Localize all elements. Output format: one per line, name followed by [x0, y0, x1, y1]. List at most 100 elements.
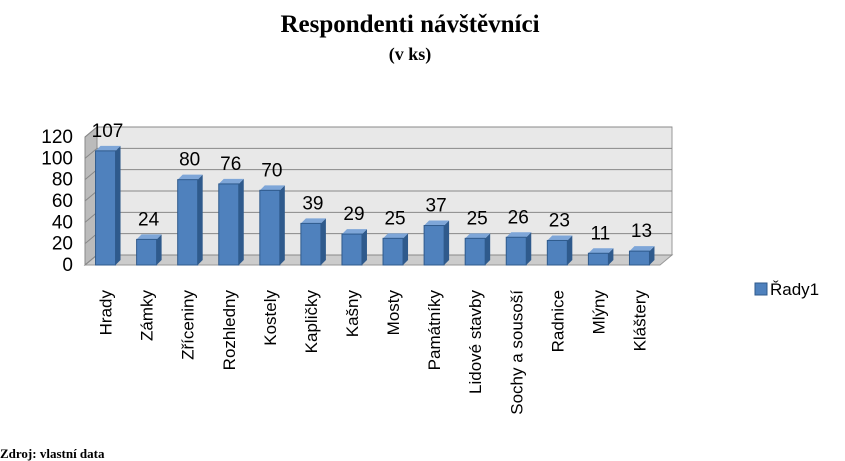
bar-top [341, 229, 367, 235]
chart-subtitle: (v ks) [389, 44, 432, 65]
x-tick-label: Sochy a sousoší [507, 290, 526, 415]
bar-front [628, 250, 650, 266]
bar-top [424, 220, 450, 226]
value-label: 76 [220, 154, 241, 175]
bar-top [177, 174, 203, 180]
legend-swatch [754, 282, 768, 296]
bar-front [341, 233, 363, 266]
bar-front [218, 183, 240, 266]
bar [136, 234, 162, 266]
bar-side [320, 218, 326, 265]
bar-side [526, 232, 532, 265]
bar-top [218, 178, 244, 184]
bar-side [115, 145, 121, 265]
value-label: 24 [138, 209, 160, 230]
x-tick-label: Mosty [384, 290, 403, 336]
grid-line-side [84, 233, 98, 245]
x-tick-label: Zříceniny [179, 290, 198, 360]
value-label: 23 [549, 210, 570, 231]
bar-front [300, 222, 322, 266]
bar [546, 235, 573, 266]
bar-front [505, 236, 527, 266]
bar [300, 218, 326, 266]
grid-line-side [84, 147, 98, 159]
bar-front [136, 238, 158, 266]
y-tick-label: 120 [41, 127, 73, 148]
grid-line-side [84, 211, 98, 223]
bar [341, 229, 367, 266]
x-tick-label: Kláštery [630, 290, 649, 352]
y-tick-label: 100 [41, 148, 73, 169]
bar-side [361, 229, 367, 265]
bar [423, 220, 450, 266]
bar-front [423, 225, 445, 266]
bar-top [465, 233, 491, 239]
bar-side [444, 220, 450, 265]
bar-front [95, 150, 117, 266]
grid-line-side [84, 190, 98, 202]
bar-side [567, 235, 573, 265]
value-label: 80 [179, 150, 200, 171]
bar-front [587, 252, 609, 266]
grid-line-side [84, 126, 98, 138]
value-label: 11 [591, 223, 611, 244]
bar [259, 185, 285, 266]
value-label: 70 [261, 160, 282, 181]
x-tick-label: Lidové stavby [466, 290, 485, 394]
bar-top [259, 185, 285, 191]
bar [505, 232, 532, 266]
y-tick-label: 80 [52, 170, 73, 191]
bar-side [608, 248, 614, 265]
y-tick-label: 0 [62, 255, 73, 276]
bar [464, 233, 491, 266]
value-label: 37 [426, 196, 447, 217]
bar [382, 233, 409, 266]
bar-front [382, 237, 404, 266]
bar-side [649, 246, 655, 265]
bar-top [506, 232, 532, 238]
value-label: 25 [467, 208, 488, 229]
bar-top [383, 233, 409, 239]
bar-top [95, 145, 121, 151]
legend-label: Řady1 [770, 280, 819, 299]
x-tick-label: Památníky [425, 290, 444, 371]
bar-side [197, 174, 203, 265]
y-tick-label: 40 [52, 212, 73, 233]
bar-side [238, 178, 244, 265]
bar-front [177, 179, 199, 266]
x-tick-label: Mlýny [589, 290, 608, 335]
bar [177, 174, 203, 266]
bar-side [485, 233, 491, 265]
bar-top [629, 246, 655, 252]
value-label: 39 [302, 193, 323, 214]
y-tick-label: 20 [52, 234, 73, 255]
x-tick-label: Kašny [343, 290, 362, 338]
value-label: 26 [508, 207, 529, 228]
bar-front [546, 239, 568, 266]
x-tick-label: Hrady [97, 290, 116, 336]
y-tick-label: 60 [52, 191, 73, 212]
bar [218, 178, 244, 266]
grid-line-side [84, 169, 98, 181]
value-label: 107 [92, 121, 124, 142]
bar-top [300, 218, 326, 224]
value-label: 25 [384, 208, 405, 229]
bar-top [588, 248, 614, 254]
bar-front [259, 189, 281, 266]
grid-line-side [84, 254, 98, 266]
bar-top [136, 234, 162, 240]
value-label: 13 [631, 221, 652, 242]
bar-side [279, 185, 285, 265]
bar [587, 248, 614, 266]
bar [628, 246, 655, 266]
x-tick-label: Zámky [138, 290, 157, 342]
x-tick-label: Kostely [261, 290, 280, 346]
x-tick-label: Rozhledny [220, 290, 239, 371]
bar-side [403, 233, 409, 265]
chart-title: Respondenti návštěvníci [280, 11, 539, 38]
bar [95, 145, 121, 266]
x-tick-label: Radnice [548, 290, 567, 352]
value-label: 29 [343, 204, 364, 225]
x-tick-label: Kapličky [302, 290, 321, 354]
